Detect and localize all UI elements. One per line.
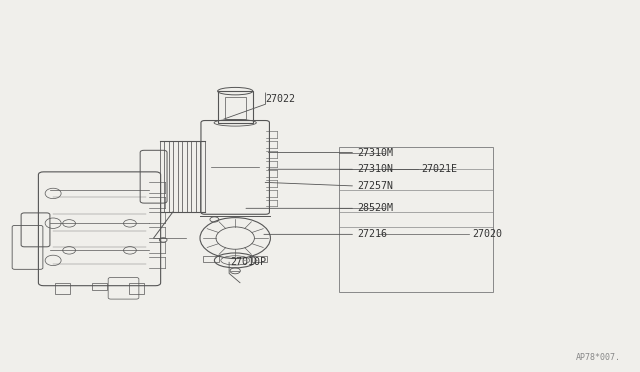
Text: 27010P: 27010P: [230, 257, 266, 267]
Text: AP78*007.: AP78*007.: [576, 353, 621, 362]
Text: 27022: 27022: [266, 94, 296, 103]
Text: 27020: 27020: [472, 230, 502, 239]
Bar: [218, 91, 253, 123]
Bar: [225, 97, 246, 119]
Bar: [204, 256, 219, 262]
Text: 27310N: 27310N: [357, 164, 393, 174]
Text: 28520M: 28520M: [357, 203, 393, 213]
Bar: [339, 147, 493, 292]
Bar: [55, 283, 70, 294]
Bar: [129, 283, 144, 294]
Text: 27216: 27216: [357, 230, 387, 239]
Text: 27021E: 27021E: [421, 164, 457, 174]
Text: 27257N: 27257N: [357, 181, 393, 191]
Bar: [92, 283, 107, 290]
Text: 27310M: 27310M: [357, 148, 393, 157]
Bar: [252, 256, 268, 262]
